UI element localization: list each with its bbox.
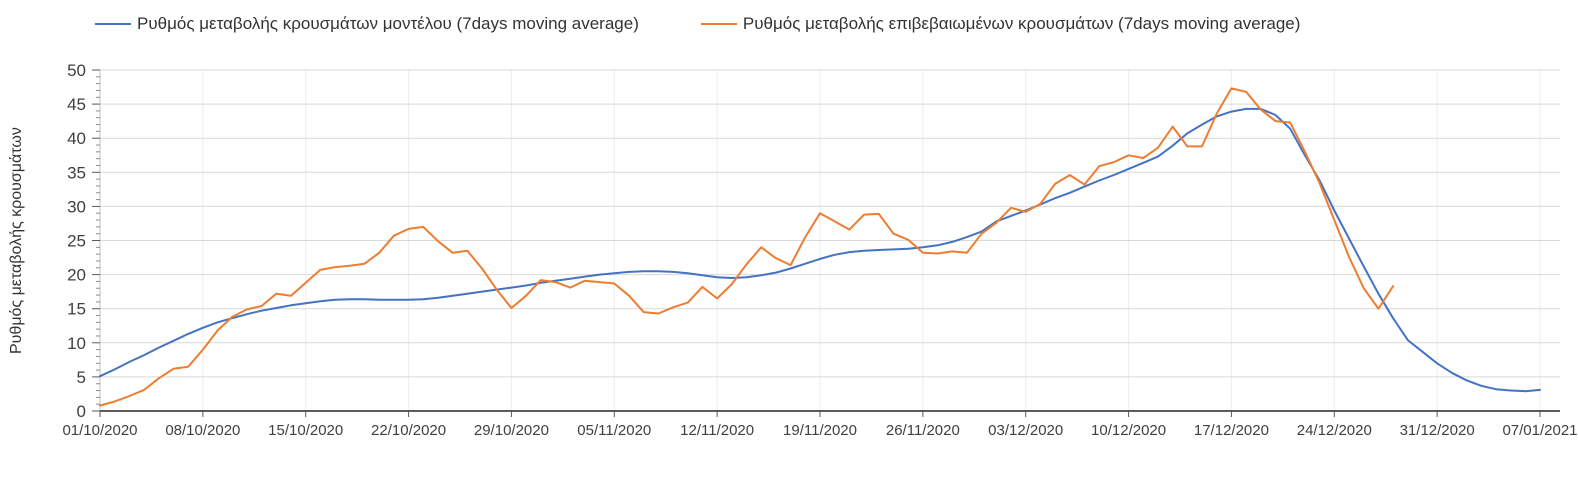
legend-label-model: Ρυθμός μεταβολής κρουσμάτων μοντέλου (7d… [137,14,639,33]
y-axis-title: Ρυθμός μεταβολής κρουσμάτων [8,127,25,354]
legend-item-model[interactable]: Ρυθμός μεταβολής κρουσμάτων μοντέλου (7d… [95,14,639,34]
y-tick-labels: 0 5 10 15 20 25 30 35 40 45 50 [67,61,86,421]
x-tick-label: 19/11/2020 [783,422,857,439]
x-tick-label: 26/11/2020 [886,422,960,439]
svg-text:30: 30 [67,197,86,216]
svg-text:45: 45 [67,95,86,114]
x-tick-label: 10/12/2020 [1091,422,1166,439]
y-axis [92,69,101,412]
legend: Ρυθμός μεταβολής κρουσμάτων μοντέλου (7d… [95,14,1300,34]
x-tick-label: 15/10/2020 [268,422,343,439]
x-tick-label: 01/10/2020 [62,422,137,439]
legend-label-confirmed: Ρυθμός μεταβολής επιβεβαιωμένων κρουσμάτ… [742,14,1301,33]
svg-text:25: 25 [67,232,86,251]
x-tick-label: 03/12/2020 [988,422,1063,439]
x-tick-label: 24/12/2020 [1297,422,1372,439]
confirmed-series-line [99,87,1395,407]
svg-text:15: 15 [67,300,86,319]
confirmed-series-swatch-icon [700,23,737,25]
x-tick-label: 22/10/2020 [371,422,446,439]
legend-item-confirmed[interactable]: Ρυθμός μεταβολής επιβεβαιωμένων κρουσμάτ… [700,14,1301,34]
x-axis: 01/10/2020 08/10/2020 15/10/2020 22/10/2020… [62,410,1578,439]
x-tick-label: 07/01/2021 [1502,422,1577,439]
x-tick-label: 29/10/2020 [474,422,549,439]
model-series-swatch-icon [95,23,131,25]
x-tick-label: 12/11/2020 [680,422,754,439]
svg-text:0: 0 [77,402,86,421]
svg-text:5: 5 [77,368,86,387]
svg-text:40: 40 [67,129,86,148]
horizontal-gridlines [100,69,1560,378]
svg-text:50: 50 [67,61,86,80]
svg-text:20: 20 [67,266,86,285]
svg-text:10: 10 [67,334,86,353]
svg-text:35: 35 [67,163,86,182]
model-series-line [99,107,1541,393]
x-tick-label: 08/10/2020 [165,422,240,439]
x-tick-label: 31/12/2020 [1400,422,1475,439]
x-tick-label: 05/11/2020 [577,422,651,439]
x-tick-label: 17/12/2020 [1194,422,1269,439]
